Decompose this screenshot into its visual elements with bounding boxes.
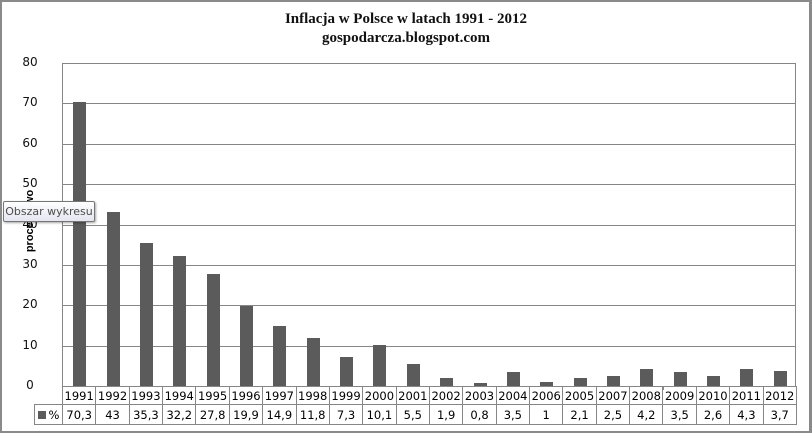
table-cell-value: 3,7 bbox=[762, 404, 797, 425]
table-cell-category: 2002 bbox=[428, 386, 464, 405]
table-cell-value: 27,8 bbox=[195, 404, 230, 425]
table-cell-category: 2007 bbox=[595, 386, 631, 405]
legend-cell: % bbox=[34, 404, 63, 425]
bar-1997[interactable] bbox=[273, 325, 287, 386]
bar-2010[interactable] bbox=[707, 375, 721, 386]
y-tick-label: 10 bbox=[22, 337, 38, 352]
table-cell-category: 2005 bbox=[562, 386, 597, 405]
table-cell-value: 1,9 bbox=[428, 404, 464, 425]
gridline bbox=[63, 184, 795, 186]
table-cell-value: 0,8 bbox=[462, 404, 497, 425]
gridline bbox=[63, 305, 795, 307]
table-cell-category: 2001 bbox=[395, 386, 430, 405]
tooltip: Obszar wykresu bbox=[3, 201, 95, 222]
chart-subtitle: gospodarcza.blogspot.com bbox=[321, 30, 491, 46]
bar-1991[interactable] bbox=[73, 102, 87, 386]
table-cell-value: 7,3 bbox=[328, 404, 364, 425]
table-cell-value: 3,5 bbox=[662, 404, 697, 425]
bar-1996[interactable] bbox=[240, 305, 253, 386]
table-cell-value: 70,3 bbox=[62, 404, 97, 425]
table-cell-value: 32,2 bbox=[162, 404, 197, 425]
y-tick-label: 30 bbox=[22, 256, 38, 271]
bar-1993[interactable] bbox=[139, 243, 153, 386]
bar-2007[interactable] bbox=[607, 375, 620, 386]
bar-1994[interactable] bbox=[173, 256, 187, 386]
bar-1995[interactable] bbox=[206, 273, 220, 386]
table-cell-category: 2010 bbox=[695, 386, 731, 405]
bar-1998[interactable] bbox=[306, 338, 320, 386]
chart-title: Inflacja w Polsce w latach 1991 - 2012 bbox=[284, 11, 528, 27]
table-cell-value: 3,5 bbox=[495, 404, 531, 425]
table-cell-value: 10,1 bbox=[362, 404, 397, 425]
bar-2008[interactable] bbox=[640, 369, 654, 386]
table-cell-category: 2012 bbox=[762, 386, 797, 405]
table-cell-category: 2003 bbox=[462, 386, 497, 405]
bar-2005[interactable] bbox=[573, 377, 587, 386]
table-cell-category: 1997 bbox=[262, 386, 297, 405]
table-cell-category: 1996 bbox=[228, 386, 264, 405]
table-cell-value: 11,8 bbox=[295, 404, 330, 425]
table-cell-category: 1995 bbox=[195, 386, 230, 405]
bar-2003[interactable] bbox=[473, 382, 487, 386]
table-cell-category: 2004 bbox=[495, 386, 531, 405]
table-cell-category: 1992 bbox=[95, 386, 130, 405]
table-cell-category: 2000 bbox=[362, 386, 397, 405]
gridline bbox=[63, 224, 795, 226]
table-cell-category: 2009 bbox=[662, 386, 697, 405]
table-cell-value: 2,1 bbox=[562, 404, 597, 425]
bar-2009[interactable] bbox=[673, 371, 687, 386]
table-cell-category: 2011 bbox=[729, 386, 764, 405]
table-cell-category: 2006 bbox=[529, 386, 564, 405]
table-cell-value: 1 bbox=[529, 404, 564, 425]
table-cell-value: 5,5 bbox=[395, 404, 430, 425]
bar-1999[interactable] bbox=[340, 356, 354, 386]
table-row-values: % 70,3 43 35,3 32,2 27,8 19,9 14,9 11,8 7,3 10,1 5,… bbox=[34, 404, 797, 425]
table-cell-value: 35,3 bbox=[128, 404, 164, 425]
bar-2001[interactable] bbox=[406, 363, 420, 386]
table-cell-category: 1991 bbox=[62, 386, 97, 405]
gridline bbox=[63, 143, 795, 145]
bar-2011[interactable] bbox=[740, 368, 754, 386]
bar-2006[interactable] bbox=[540, 381, 554, 386]
chart-title-block: Inflacja w Polsce w latach 1991 - 2012 g… bbox=[0, 10, 812, 48]
table-row-categories: 1991 1992 1993 1994 1995 1996 1997 1998 1999 2000… bbox=[62, 386, 797, 405]
table-cell-value: 43 bbox=[95, 404, 130, 425]
table-cell-category: 1993 bbox=[128, 386, 164, 405]
table-cell-value: 19,9 bbox=[228, 404, 264, 425]
bar-2004[interactable] bbox=[506, 371, 520, 386]
bar-1992[interactable] bbox=[106, 212, 120, 386]
legend-swatch-icon bbox=[37, 410, 46, 419]
y-tick-label: 20 bbox=[22, 297, 38, 312]
y-tick-label: 80 bbox=[22, 55, 38, 69]
table-cell-category: 1998 bbox=[295, 386, 330, 405]
legend-label: % bbox=[48, 407, 60, 422]
table-cell-category: 2008 bbox=[629, 386, 664, 405]
y-tick-label: 60 bbox=[22, 135, 38, 150]
y-tick-label: 70 bbox=[22, 95, 38, 110]
table-cell-value: 4,2 bbox=[629, 404, 664, 425]
table-cell-value: 4,3 bbox=[729, 404, 764, 425]
table-cell-category: 1994 bbox=[162, 386, 197, 405]
gridline bbox=[63, 103, 795, 105]
plot-area[interactable] bbox=[62, 63, 796, 386]
bar-2002[interactable] bbox=[440, 378, 454, 386]
table-cell-value: 2,5 bbox=[595, 404, 631, 425]
bar-2012[interactable] bbox=[773, 371, 787, 386]
table-cell-category: 1999 bbox=[328, 386, 364, 405]
gridline bbox=[63, 264, 795, 266]
y-tick-label: 0 bbox=[26, 378, 34, 392]
table-cell-value: 14,9 bbox=[262, 404, 297, 425]
bar-2000[interactable] bbox=[373, 345, 387, 386]
gridline bbox=[63, 345, 795, 347]
table-cell-value: 2,6 bbox=[695, 404, 731, 425]
y-tick-label: 50 bbox=[22, 176, 38, 191]
